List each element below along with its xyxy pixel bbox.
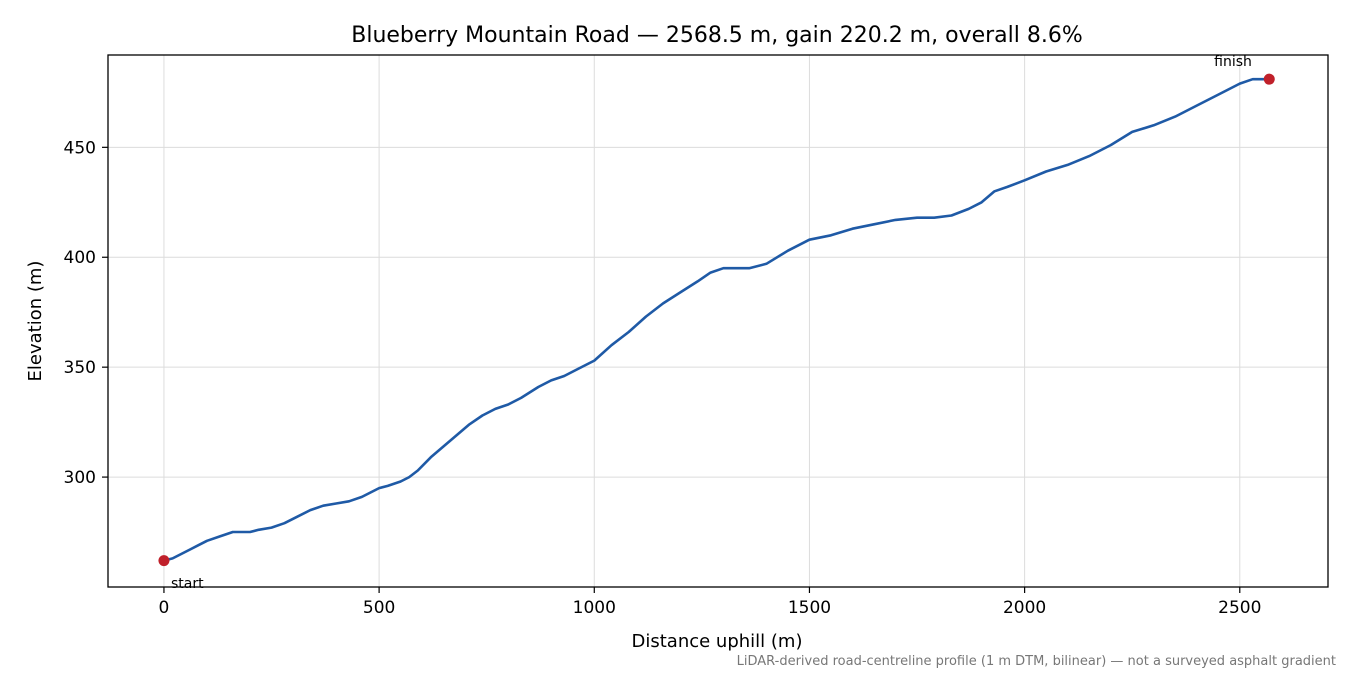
y-tick-label: 450 <box>64 138 96 158</box>
x-tick-label: 500 <box>363 598 395 618</box>
start-marker <box>158 555 170 567</box>
plot-frame <box>107 54 1329 588</box>
chart-title: Blueberry Mountain Road — 2568.5 m, gain… <box>351 23 1083 48</box>
elevation-profile-line <box>162 77 1271 562</box>
finish-annotation: finish <box>1214 54 1252 70</box>
y-tick-label: 300 <box>64 468 96 488</box>
y-axis-title: Elevation (m) <box>25 261 46 382</box>
x-tick-label: 2000 <box>1003 598 1046 618</box>
x-tick-label: 2500 <box>1218 598 1261 618</box>
x-tick-label: 1000 <box>573 598 616 618</box>
footnote: LiDAR-derived road-centreline profile (1… <box>737 654 1336 669</box>
series-layer <box>162 77 1271 562</box>
x-tick-label: 0 <box>159 598 170 618</box>
x-tick-label: 1500 <box>788 598 831 618</box>
finish-marker <box>1263 73 1275 85</box>
y-tick-label: 350 <box>64 358 96 378</box>
y-tick-label: 400 <box>64 248 96 268</box>
grid-lines <box>108 55 1328 587</box>
endpoint-markers <box>158 73 1275 567</box>
start-annotation: start <box>171 576 204 592</box>
x-axis-title: Distance uphill (m) <box>632 631 803 652</box>
axis-ticks: 0 500 1000 1500 2000 2500 300 350 400 450 <box>64 138 1262 618</box>
